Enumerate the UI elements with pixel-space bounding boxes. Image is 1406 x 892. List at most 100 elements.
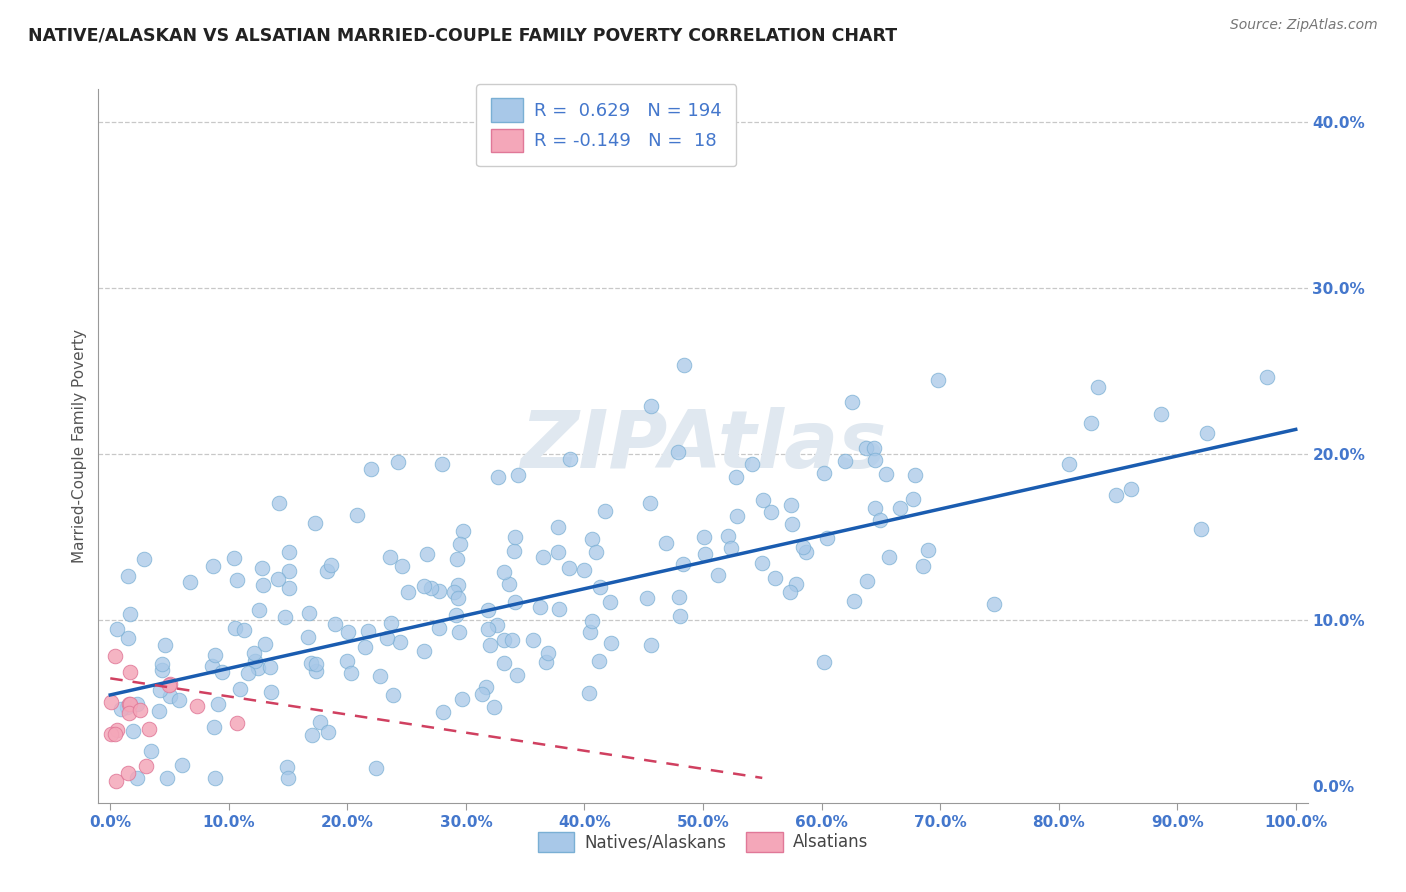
Point [155,638,177,652]
Point [581,614,603,628]
Point [117,631,139,645]
Point [346,508,368,523]
Point [129,703,152,717]
Legend: Natives/Alaskans, Alsatians: Natives/Alaskans, Alsatians [531,825,875,859]
Text: ZIPAtlas: ZIPAtlas [520,407,886,485]
Point [477,603,499,617]
Point [855,441,877,455]
Point [432,706,454,720]
Point [492,565,515,579]
Point [477,623,499,637]
Point [486,618,509,632]
Point [243,646,266,660]
Point [547,545,569,559]
Point [297,630,319,644]
Point [339,666,361,681]
Point [572,563,595,577]
Point [865,501,887,516]
Point [720,541,742,556]
Point [759,505,782,519]
Point [117,568,139,582]
Point [179,574,201,589]
Point [156,771,179,785]
Point [1256,369,1278,384]
Point [336,654,359,668]
Point [1057,457,1080,471]
Point [104,727,127,741]
Point [449,624,471,639]
Point [903,492,925,507]
Point [430,457,453,471]
Point [247,603,270,617]
Point [167,693,190,707]
Point [927,373,949,387]
Point [267,573,290,587]
Text: Source: ZipAtlas.com: Source: ZipAtlas.com [1230,18,1378,32]
Point [201,559,224,574]
Point [100,727,122,741]
Point [236,665,259,680]
Point [668,591,690,605]
Point [780,499,803,513]
Point [1087,380,1109,394]
Point [298,607,321,621]
Point [474,680,496,694]
Point [503,544,526,558]
Point [125,697,148,711]
Point [779,585,801,599]
Point [503,530,526,544]
Point [202,720,225,734]
Point [578,625,600,640]
Point [305,664,328,678]
Point [1149,408,1171,422]
Point [792,540,814,554]
Point [157,678,180,692]
Point [159,677,181,691]
Point [547,602,569,616]
Point [254,637,277,651]
Point [110,702,132,716]
Point [375,631,398,645]
Point [117,700,139,714]
Point [186,699,208,714]
Point [740,457,762,471]
Point [636,591,658,606]
Point [593,504,616,518]
Point [122,723,145,738]
Point [304,657,326,672]
Point [1189,523,1212,537]
Point [380,550,402,565]
Point [149,682,172,697]
Point [117,766,139,780]
Point [904,468,927,483]
Point [127,771,149,785]
Point [785,577,807,591]
Point [100,695,122,709]
Point [863,442,886,456]
Point [204,648,226,662]
Point [226,573,249,587]
Point [382,688,405,702]
Point [120,665,142,680]
Point [315,564,337,578]
Point [138,723,160,737]
Point [105,774,128,789]
Point [717,529,740,543]
Point [640,638,662,652]
Point [207,697,229,711]
Point [640,399,662,413]
Point [391,558,413,573]
Point [672,557,695,571]
Point [427,584,450,599]
Point [478,639,501,653]
Point [259,659,281,673]
Point [911,559,934,574]
Point [105,622,128,636]
Point [225,716,247,731]
Point [531,549,554,564]
Point [444,607,467,622]
Point [875,467,897,481]
Point [813,467,835,481]
Point [534,655,557,669]
Point [449,537,471,551]
